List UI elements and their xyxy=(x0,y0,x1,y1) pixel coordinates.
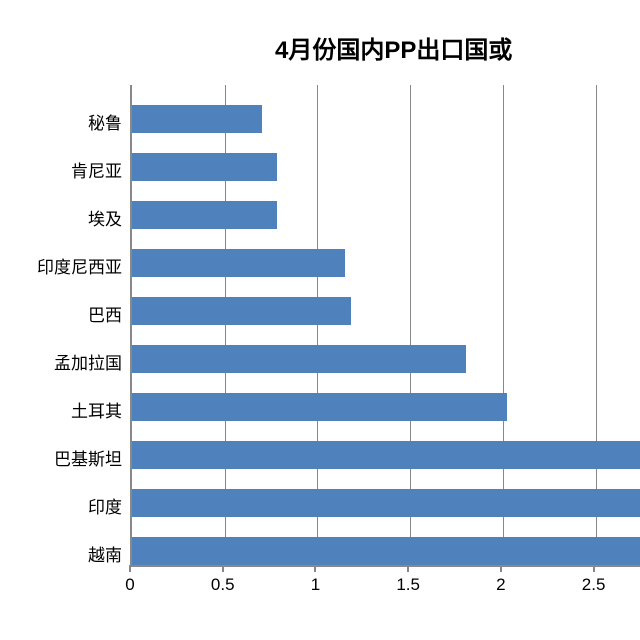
y-axis-label: 孟加拉国 xyxy=(54,349,122,374)
bar xyxy=(132,297,351,325)
x-axis-label: 1.5 xyxy=(396,575,420,595)
x-tick xyxy=(222,565,224,572)
x-tick xyxy=(407,565,409,572)
y-axis-label: 越南 xyxy=(88,541,122,566)
y-axis-label: 巴基斯坦 xyxy=(54,445,122,470)
bar xyxy=(132,393,507,421)
x-axis-label: 0 xyxy=(125,575,134,595)
y-axis-label: 秘鲁 xyxy=(88,109,122,134)
x-axis-label: 0.5 xyxy=(211,575,235,595)
x-tick xyxy=(593,565,595,572)
plot-area xyxy=(130,85,640,567)
export-bar-chart: 4月份国内PP出口国或 0 0.5 1 1.5 2 2.5 秘鲁肯尼亚埃及印度尼西亚巴西孟加… xyxy=(0,0,640,640)
bar xyxy=(132,153,277,181)
y-axis-label: 印度 xyxy=(88,493,122,518)
y-axis-label: 印度尼西亚 xyxy=(37,253,122,278)
bar xyxy=(132,345,466,373)
x-axis-label: 2.5 xyxy=(582,575,606,595)
bar xyxy=(132,537,640,565)
chart-title: 4月份国内PP出口国或 xyxy=(275,30,512,65)
y-axis-label: 埃及 xyxy=(88,205,122,230)
bar xyxy=(132,105,262,133)
x-axis-label: 2 xyxy=(496,575,505,595)
y-axis-label: 土耳其 xyxy=(71,397,122,422)
x-tick xyxy=(500,565,502,572)
bar xyxy=(132,489,640,517)
x-tick xyxy=(129,565,131,572)
x-tick xyxy=(314,565,316,572)
x-axis-label: 1 xyxy=(311,575,320,595)
y-axis-label: 肯尼亚 xyxy=(71,157,122,182)
bar xyxy=(132,201,277,229)
bar xyxy=(132,441,640,469)
bar xyxy=(132,249,345,277)
y-axis-label: 巴西 xyxy=(88,301,122,326)
